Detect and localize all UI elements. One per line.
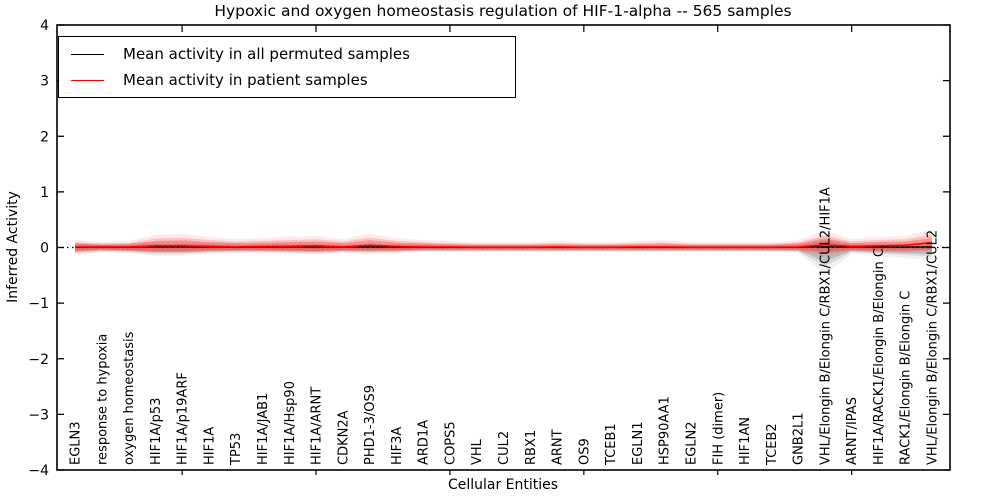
- permuted-line-sample-icon: [71, 53, 104, 55]
- legend-item-permuted: Mean activity in all permuted samples: [59, 45, 515, 63]
- x-tick-label: HIF1A/p19ARF: [176, 372, 191, 465]
- legend-label-patient: Mean activity in patient samples: [123, 71, 368, 89]
- y-axis-label: Inferred Activity: [5, 191, 21, 303]
- x-tick-label: EGLN2: [684, 421, 699, 465]
- x-tick-label: OS9: [577, 438, 592, 465]
- x-tick-label: HSP90AA1: [658, 396, 673, 465]
- x-axis-label: Cellular Entities: [447, 477, 559, 493]
- x-tick-label: VHL/Elongin B/Elongin C/RBX1/CUL2/HIF1A: [818, 187, 833, 465]
- x-tick-label: RBX1: [524, 430, 539, 465]
- legend-item-patient: Mean activity in patient samples: [59, 71, 515, 89]
- x-tick-label: RACK1/Elongin B/Elongin C: [899, 291, 914, 465]
- x-tick-label: HIF1A/Hsp90: [283, 381, 298, 465]
- x-tick-label: ARNT/IPAS: [845, 397, 860, 465]
- y-tick-label: −2: [28, 352, 49, 368]
- y-tick-label: −4: [28, 463, 49, 479]
- x-tick-label: PHD1-3/OS9: [363, 385, 378, 465]
- x-tick-label: HIF3A: [390, 427, 405, 465]
- mean-patient-line: [75, 241, 933, 248]
- y-tick-label: 2: [40, 129, 49, 145]
- x-tick-label: FIH (dimer): [711, 392, 726, 465]
- x-tick-label: EGLN1: [631, 421, 646, 465]
- y-tick-label: 0: [40, 241, 49, 257]
- x-tick-label: ARNT: [551, 429, 566, 465]
- x-tick-label: HIF1A/JAB1: [256, 393, 271, 465]
- patient-samples-envelope-band: [75, 234, 932, 254]
- x-tick-label: oxygen homeostasis: [122, 331, 137, 465]
- x-tick-label: HIF1A: [202, 427, 217, 465]
- x-tick-label: HIF1A/ARNT: [310, 387, 325, 465]
- patient-samples-envelope-band: [75, 238, 932, 252]
- legend-label-permuted: Mean activity in all permuted samples: [123, 45, 410, 63]
- x-tick-label: TCEB1: [604, 423, 619, 466]
- x-tick-label: COPS5: [443, 421, 458, 465]
- x-tick-label: response to hypoxia: [95, 334, 110, 465]
- x-tick-label: CUL2: [497, 431, 512, 465]
- y-tick-label: −3: [28, 407, 49, 423]
- x-tick-label: CDKN2A: [336, 410, 351, 465]
- x-tick-label: HIF1A/p53: [149, 398, 164, 465]
- legend: Mean activity in all permuted samples Me…: [58, 36, 516, 98]
- x-tick-label: ARD1A: [417, 420, 432, 465]
- x-tick-label: EGLN3: [69, 421, 84, 465]
- patient-samples-envelope-band: [75, 229, 932, 256]
- y-tick-label: 1: [40, 185, 49, 201]
- x-tick-label: VHL/Elongin B/Elongin C/RBX1/CUL2: [926, 230, 941, 465]
- x-tick-label: HIF1AN: [738, 417, 753, 465]
- x-tick-label: HIF1A/RACK1/Elongin B/Elongin C: [872, 248, 887, 465]
- x-tick-label: GNB2L1: [792, 412, 807, 465]
- patient-line-sample-icon: [71, 79, 104, 81]
- chart-title: Hypoxic and oxygen homeostasis regulatio…: [214, 2, 792, 20]
- x-tick-label: TP53: [229, 433, 244, 466]
- x-tick-label: VHL: [470, 438, 485, 465]
- y-tick-label: 4: [40, 18, 49, 34]
- x-tick-label: TCEB2: [765, 423, 780, 466]
- y-tick-label: −1: [28, 296, 49, 312]
- y-tick-label: 3: [40, 74, 49, 90]
